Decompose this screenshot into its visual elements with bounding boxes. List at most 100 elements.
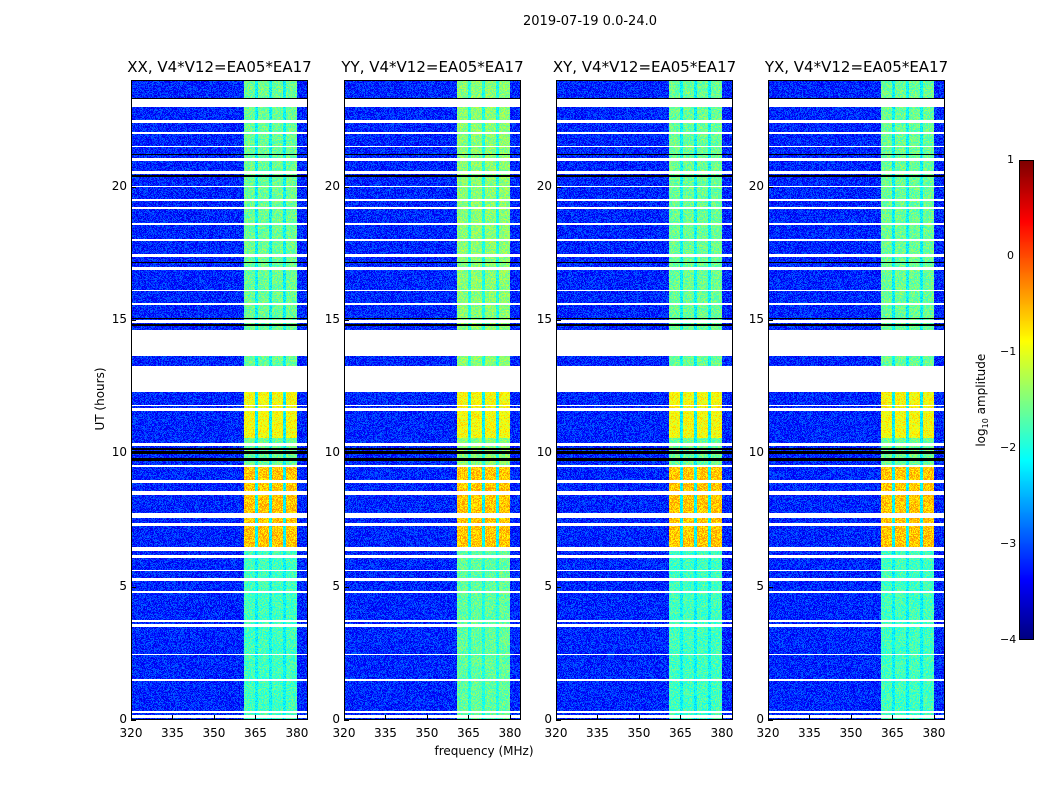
y-tick-mark [556,586,561,588]
x-axis-label: frequency (MHz) [434,744,534,758]
y-tick-label: 5 [332,578,340,593]
x-tick-mark [344,715,345,720]
panel-1: YY, V4*V12=EA05*EA17 320 335 350 365 380 0 5 10 1… [325,58,524,740]
waterfall-heatmap [768,80,945,720]
x-tick-label: 350 [627,726,651,740]
y-tick-mark [768,586,773,588]
y-tick-label: 15 [111,312,127,326]
y-tick-label: 15 [536,312,552,326]
panel-0: XX, V4*V12=EA05*EA17 320 335 350 365 380 0 5 10 1… [112,58,312,740]
x-tick-mark [721,715,723,720]
y-tick-label: 10 [536,445,552,460]
y-tick-mark [556,186,561,188]
y-tick-label: 20 [536,178,552,193]
y-tick-mark [556,320,561,321]
y-tick-label: 0 [544,712,552,726]
x-tick-mark [426,715,428,720]
y-tick-label: 5 [119,578,127,593]
y-tick-label: 15 [748,312,764,326]
y-tick-mark [556,720,561,721]
y-tick-label: 10 [748,445,764,460]
x-tick-mark [556,715,557,720]
y-tick-label: 10 [111,445,127,460]
y-axis-label: UT (hours) [93,367,107,431]
y-tick-mark [131,320,136,321]
x-tick-mark [638,715,640,720]
colorbar-tick-label: 1 [1007,153,1014,166]
y-tick-mark [768,453,773,455]
y-tick-mark [344,320,349,321]
y-tick-mark [131,586,136,588]
panel-title: XY, V4*V12=EA05*EA17 [552,58,737,76]
axes-frame [768,80,945,720]
x-tick-label: 350 [415,726,439,740]
x-tick-label: 335 [161,726,184,740]
waterfall-heatmap [556,80,733,720]
x-tick-label: 320 [332,726,356,740]
y-tick-mark [768,720,773,721]
y-tick-label: 0 [756,712,764,726]
y-tick-label: 5 [756,578,764,593]
y-tick-mark [344,453,349,455]
x-tick-label: 350 [202,726,226,740]
colorbar-label: log10 amplitude [973,353,991,447]
y-tick-mark [768,320,773,321]
axes-frame [556,80,733,720]
x-tick-mark [255,715,257,720]
colorbar-tick-label: 0 [1007,249,1014,262]
x-tick-label: 380 [922,726,946,740]
x-tick-mark [509,715,511,720]
x-tick-mark [385,715,387,720]
colorbar-tick-label: −2 [1000,441,1017,454]
y-tick-label: 15 [324,312,340,326]
waterfall-heatmap [344,80,521,720]
figure-title: 2019-07-19 0.0-24.0 [523,14,657,29]
y-tick-mark [344,586,349,588]
x-tick-label: 365 [881,726,904,740]
x-tick-label: 380 [710,726,734,740]
x-tick-mark [213,715,215,720]
y-tick-label: 20 [748,178,764,193]
y-tick-mark [556,453,561,455]
x-tick-label: 350 [839,726,863,740]
x-tick-mark [768,715,769,720]
y-tick-label: 5 [544,578,552,593]
y-tick-mark [131,720,136,721]
panel-title: YY, V4*V12=EA05*EA17 [341,58,524,76]
x-tick-label: 365 [244,726,267,740]
waterfall-heatmap [131,80,308,720]
y-tick-mark [344,186,349,188]
x-tick-label: 320 [544,726,568,740]
panel-title: YX, V4*V12=EA05*EA17 [764,58,949,76]
axes-frame [344,80,521,720]
x-tick-mark [131,715,132,720]
x-tick-label: 365 [457,726,480,740]
panel-3: YX, V4*V12=EA05*EA17 320 335 350 365 380 0 5 10 1… [749,58,948,740]
y-tick-mark [131,453,136,455]
panel-2: XY, V4*V12=EA05*EA17 320 335 350 365 380 0 5 10 1… [537,58,736,740]
x-tick-mark [850,715,852,720]
x-tick-mark [933,715,935,720]
y-tick-mark [131,186,136,188]
y-tick-label: 0 [332,712,340,726]
colorbar-tick-label: −1 [1000,345,1017,358]
x-tick-mark [597,715,599,720]
y-tick-label: 10 [324,445,340,460]
panel-title: XX, V4*V12=EA05*EA17 [127,58,312,76]
y-tick-label: 20 [324,178,340,193]
y-tick-label: 20 [111,178,127,193]
x-tick-label: 380 [498,726,522,740]
x-tick-label: 335 [586,726,609,740]
colorbar-tick-label: −3 [1000,537,1017,550]
axes-frame [131,80,308,720]
x-tick-label: 380 [285,726,309,740]
x-tick-label: 335 [374,726,397,740]
x-tick-mark [680,715,682,720]
x-tick-mark [809,715,811,720]
x-tick-label: 320 [756,726,780,740]
x-tick-label: 365 [669,726,692,740]
colorbar [1019,160,1034,640]
x-tick-mark [172,715,174,720]
x-tick-mark [892,715,894,720]
